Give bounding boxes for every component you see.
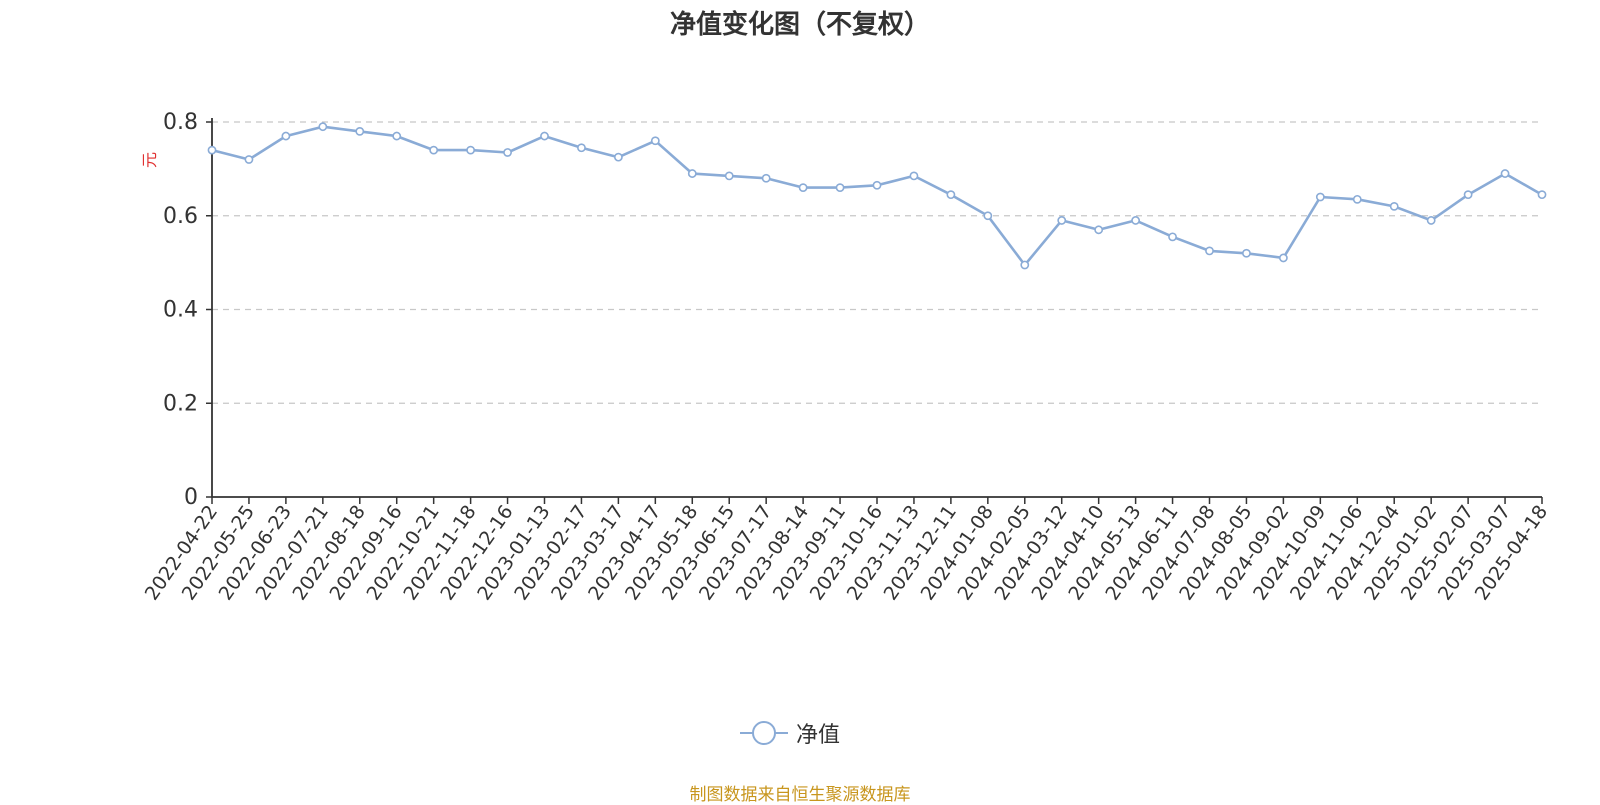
data-point (281, 131, 291, 141)
legend-line-icon (740, 721, 788, 745)
data-point (429, 145, 439, 155)
series-line-group (211, 125, 1543, 267)
data-point (761, 173, 771, 183)
data-point (1131, 216, 1141, 225)
data-point (207, 145, 217, 155)
y-tick-label: 0 (184, 485, 198, 510)
data-point (983, 211, 993, 221)
source-note: 制图数据来自恒生聚源数据库 (689, 785, 911, 805)
y-tick-label: 0.4 (163, 298, 198, 323)
y-tick-label: 0.8 (163, 110, 198, 135)
data-point (540, 131, 549, 141)
x-tick-labels: 2022-04-222022-05-252022-06-232022-07-21… (141, 501, 1552, 604)
data-point (835, 183, 845, 193)
series-markers (207, 122, 1547, 270)
data-point (1426, 216, 1436, 225)
legend-label: 净值 (796, 723, 841, 748)
y-tick-label: 0.6 (163, 204, 198, 229)
data-point (1242, 248, 1251, 258)
data-point (687, 169, 697, 178)
data-point (872, 180, 882, 190)
axes (206, 118, 1543, 504)
data-point (909, 171, 919, 181)
data-point (1389, 201, 1399, 211)
grid-lines (212, 121, 1542, 404)
y-tick-label: 0.2 (163, 391, 198, 416)
data-point (1315, 192, 1325, 202)
data-point (503, 148, 512, 157)
data-point (650, 136, 660, 146)
y-tick-labels: 0 0.2 0.4 0.6 0.8 (163, 110, 198, 510)
data-point (392, 131, 402, 141)
data-point (577, 143, 586, 153)
data-point (1463, 190, 1473, 200)
data-point (1352, 194, 1362, 204)
data-point (318, 122, 328, 132)
data-point (1094, 225, 1104, 235)
data-point (946, 190, 956, 200)
data-point (798, 183, 808, 193)
series-line (211, 125, 1543, 267)
data-point (1205, 246, 1214, 256)
data-point (613, 152, 623, 162)
data-point (355, 126, 365, 136)
chart-title: 净值变化图（不复权） (669, 10, 930, 40)
legend[interactable]: 净值 (740, 718, 840, 748)
data-point (244, 155, 254, 164)
data-point (1168, 232, 1177, 242)
data-point (1500, 169, 1510, 178)
data-point (1537, 190, 1547, 200)
data-point (1020, 260, 1030, 270)
data-point (724, 171, 734, 181)
data-point (466, 145, 476, 155)
data-point (1057, 216, 1067, 225)
data-point (1278, 253, 1288, 263)
